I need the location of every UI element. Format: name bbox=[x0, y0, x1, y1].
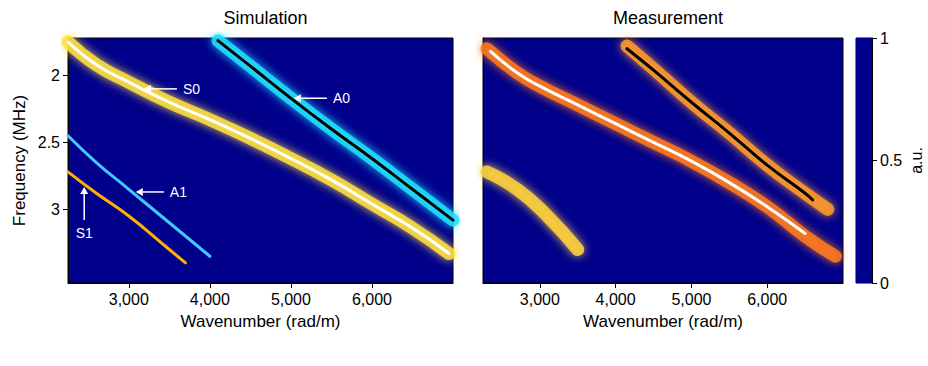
svg-text:6,000: 6,000 bbox=[352, 291, 392, 308]
svg-text:Wavenumber (rad/m): Wavenumber (rad/m) bbox=[181, 312, 341, 331]
svg-text:0.5: 0.5 bbox=[880, 152, 902, 169]
svg-text:2.5: 2.5 bbox=[38, 134, 60, 151]
svg-text:3: 3 bbox=[51, 201, 60, 218]
svg-text:A1: A1 bbox=[170, 184, 187, 200]
svg-text:1: 1 bbox=[880, 30, 889, 47]
svg-text:a.u.: a.u. bbox=[908, 147, 925, 174]
svg-text:6,000: 6,000 bbox=[747, 291, 787, 308]
svg-text:3,000: 3,000 bbox=[520, 291, 560, 308]
svg-text:A0: A0 bbox=[333, 90, 350, 106]
svg-text:S0: S0 bbox=[183, 81, 200, 97]
svg-text:3,000: 3,000 bbox=[109, 291, 149, 308]
svg-text:5,000: 5,000 bbox=[671, 291, 711, 308]
svg-text:5,000: 5,000 bbox=[271, 291, 311, 308]
svg-text:2: 2 bbox=[51, 67, 60, 84]
svg-text:Wavenumber (rad/m): Wavenumber (rad/m) bbox=[583, 312, 743, 331]
svg-text:Measurement: Measurement bbox=[613, 8, 723, 28]
svg-text:4,000: 4,000 bbox=[190, 291, 230, 308]
svg-text:4,000: 4,000 bbox=[596, 291, 636, 308]
svg-text:0: 0 bbox=[880, 275, 889, 292]
svg-text:Simulation: Simulation bbox=[223, 8, 307, 28]
svg-text:Frequency (MHz): Frequency (MHz) bbox=[10, 95, 29, 226]
svg-text:S1: S1 bbox=[76, 225, 93, 241]
